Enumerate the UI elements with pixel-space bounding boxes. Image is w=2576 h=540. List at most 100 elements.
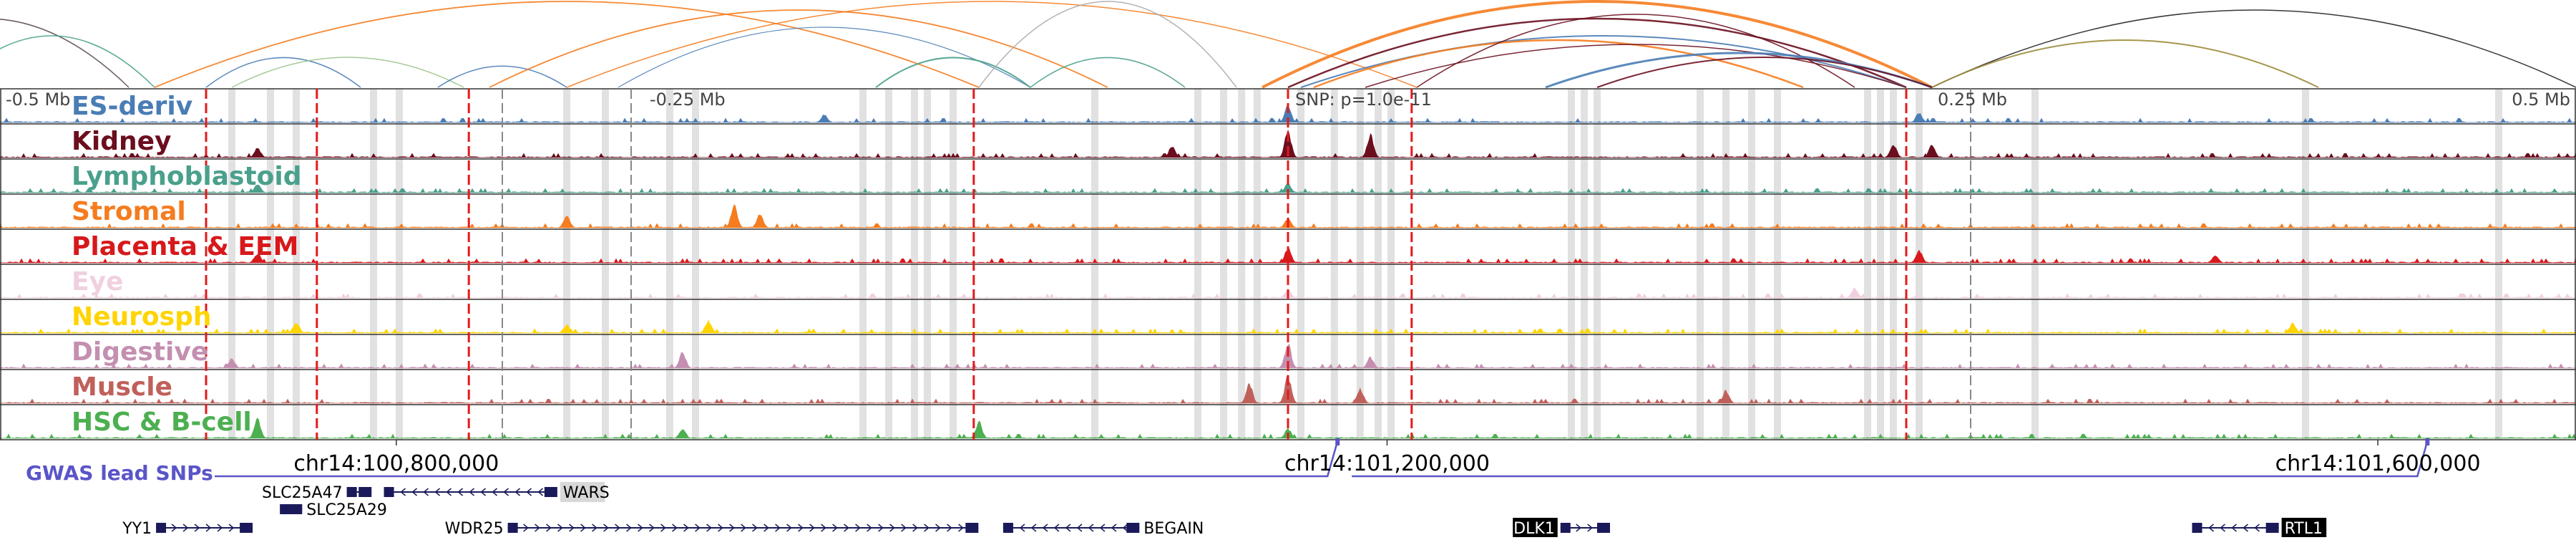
signal-peak-1 (286, 323, 306, 333)
gene-strand-chevron (844, 524, 849, 532)
interaction-arc-17 (1416, 14, 1855, 88)
signal-peak-2 (750, 214, 770, 228)
gene-strand-chevron (580, 524, 586, 532)
coordinate-axis: chr14:100,800,000 chr14:101,200,000 chr14:… (293, 440, 2481, 476)
gene-strand-chevron (638, 524, 643, 532)
gene-exon (346, 487, 357, 497)
signal-peak-4 (1922, 145, 1942, 158)
track-layer (0, 88, 2576, 440)
gene-strand-chevron (901, 524, 907, 532)
gene-strand-chevron (446, 488, 452, 496)
interaction-arc-7 (566, 1, 1418, 88)
gene-label: SLC25A47 (262, 484, 343, 502)
interaction-arc-10 (1030, 57, 1186, 88)
signal-peak-0 (1845, 287, 1865, 298)
interaction-arc-1 (0, 35, 155, 88)
signal-peak-2 (2283, 322, 2303, 333)
gene-strand-chevron (1587, 524, 1593, 532)
interaction-arc-8 (618, 26, 1031, 88)
gene-strand-chevron (855, 524, 861, 532)
signal-peak-3 (557, 324, 577, 333)
gene-label: DLK1 (1513, 520, 1555, 537)
gene-strand-chevron (786, 524, 792, 532)
signal-peak-2 (969, 420, 989, 438)
gene-strand-chevron (695, 524, 701, 532)
gene-strand-chevron (1088, 524, 1094, 532)
gene-strand-chevron (1042, 524, 1048, 532)
signal-peak-3 (2205, 255, 2225, 263)
gene-strand-chevron (171, 524, 177, 532)
signal-peak-1 (248, 185, 268, 193)
gene-track: SLC25A47 WARS SLC25A29 YY1 WDR25 BEGAIN DLK1 RT… (122, 482, 2327, 538)
coord-tick-label-2: chr14:101,600,000 (2275, 451, 2481, 476)
signal-peak-1 (1909, 112, 1929, 122)
interaction-arc-6 (489, 9, 1108, 88)
gene-label: YY1 (122, 520, 152, 537)
interaction-arc-5 (437, 65, 567, 88)
gwas-label: GWAS lead SNPs (26, 461, 213, 485)
offset-tick-label-2: 0.25 Mb (1938, 90, 2007, 110)
signal-peak-0 (1278, 105, 1298, 122)
gene-strand-chevron (194, 524, 200, 532)
track-label-5: Eye (72, 267, 123, 296)
signal-peak-2 (1909, 249, 1929, 263)
coord-tick-label-1: chr14:101,200,000 (1284, 451, 1490, 476)
gene-strand-chevron (2231, 524, 2237, 532)
signal-peak-3 (1716, 390, 1736, 403)
gene-strand-chevron (514, 488, 521, 496)
track-label-8: Muscle (72, 372, 172, 402)
gene-strand-chevron (1076, 524, 1083, 532)
signal-peak-0 (724, 204, 744, 228)
track-label-9: HSC & B-cell (72, 408, 252, 437)
gene-strand-chevron (2208, 524, 2214, 532)
gene-exon (384, 487, 394, 497)
gene-strand-chevron (1576, 524, 1581, 532)
gene-strand-chevron (217, 524, 223, 532)
gwas-snp-marker-1 (2425, 438, 2430, 445)
gene-strand-chevron (958, 524, 964, 532)
interaction-arc-9 (875, 57, 1031, 88)
gene-label: RTL1 (2285, 520, 2323, 537)
vline-layer (205, 89, 1971, 440)
signal-peak-3 (1360, 356, 1381, 368)
gene-exon (2192, 523, 2202, 533)
interaction-arc-16 (1365, 44, 1907, 88)
track-label-2: Lymphoblastoid (72, 162, 302, 191)
gene-strand-chevron (546, 524, 552, 532)
interaction-arc-20 (1931, 9, 2576, 88)
signal-peak-1 (673, 352, 693, 368)
gene-exon (1560, 523, 1571, 533)
track-label-1: Kidney (72, 127, 172, 156)
gene-strand-chevron (867, 524, 872, 532)
gene-strand-chevron (1122, 524, 1128, 532)
signal-peak-1 (557, 216, 577, 228)
gene-wars: WARS (384, 482, 610, 502)
interaction-arc-0 (0, 19, 130, 88)
signal-peak-0 (1278, 130, 1298, 158)
gene-strand-chevron (912, 524, 918, 532)
interaction-arc-19 (1596, 57, 1933, 88)
gene-strand-chevron (469, 488, 475, 496)
gene-strand-chevron (1065, 524, 1071, 532)
gene-rtl1: RTL1 (2192, 518, 2327, 538)
track-label-3: Stromal (72, 197, 186, 226)
gene-strand-chevron (503, 488, 509, 496)
signal-peak-0 (698, 319, 718, 333)
signal-peak-2 (222, 358, 242, 368)
gene-begain: BEGAIN (1002, 520, 1204, 538)
track-label-7: Digestive (72, 337, 208, 367)
gene-exon (544, 487, 557, 497)
gene-strand-chevron (821, 524, 826, 532)
gene-strand-chevron (434, 488, 441, 496)
gene-strand-chevron (626, 524, 632, 532)
gene-strand-chevron (537, 488, 544, 496)
gene-strand-chevron (889, 524, 895, 532)
gene-strand-chevron (718, 524, 723, 532)
signal-peak-0 (1278, 374, 1298, 403)
gene-exon (1002, 523, 1013, 533)
gene-strand-chevron (775, 524, 781, 532)
gene-strand-chevron (2243, 524, 2248, 532)
gene-exon (1126, 523, 1140, 533)
gene-strand-chevron (569, 524, 575, 532)
